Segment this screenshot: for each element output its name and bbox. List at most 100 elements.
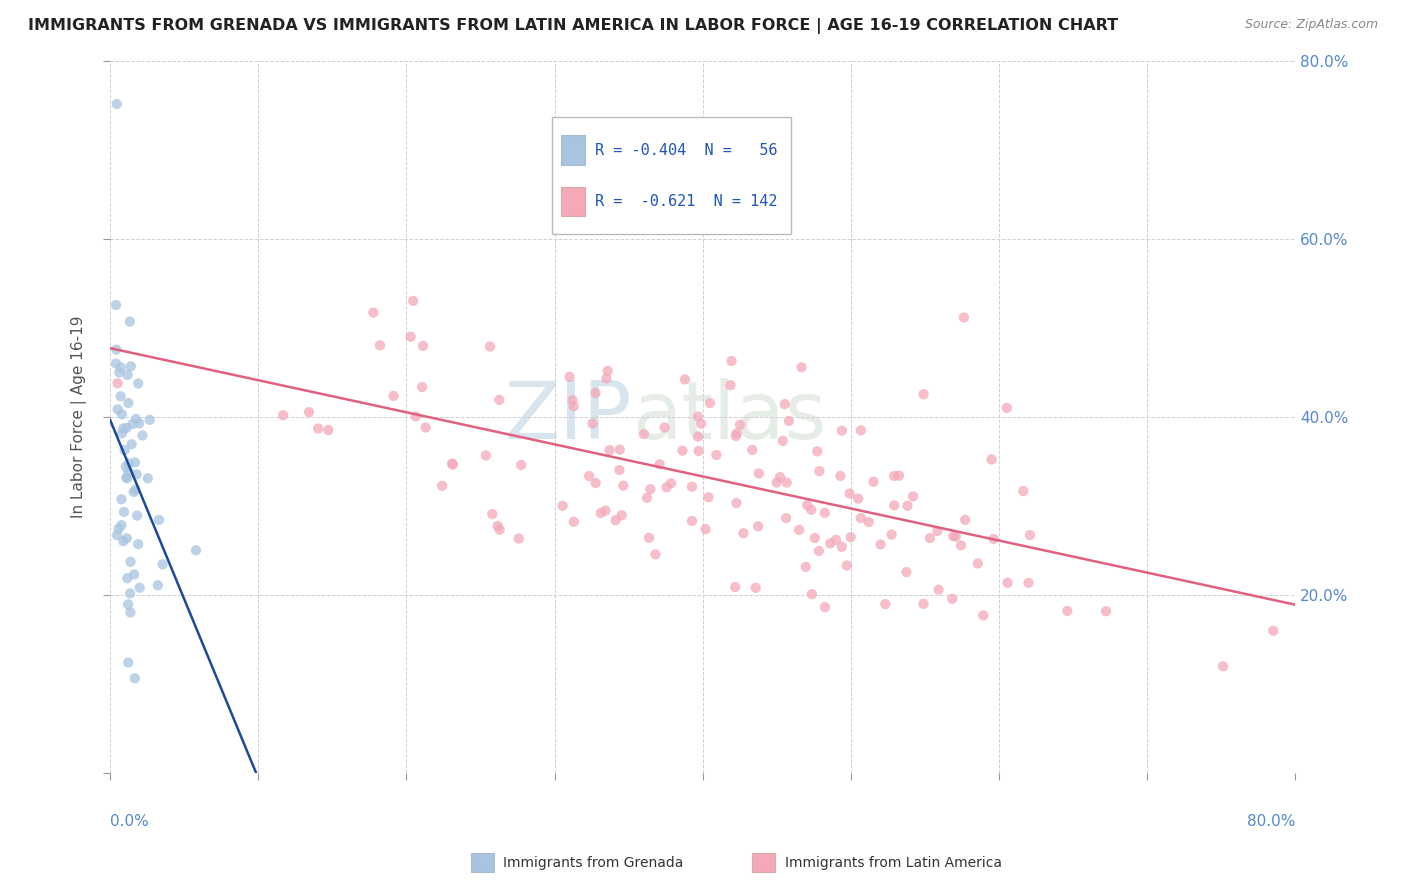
Point bbox=[814, 600, 837, 615]
Point bbox=[720, 378, 742, 392]
Point bbox=[405, 409, 427, 424]
Point bbox=[1012, 483, 1035, 498]
Point bbox=[928, 582, 950, 597]
Point bbox=[415, 420, 437, 434]
Point bbox=[111, 407, 134, 421]
Point bbox=[775, 511, 797, 525]
Point bbox=[773, 397, 796, 411]
Point bbox=[918, 531, 941, 545]
Point bbox=[966, 557, 988, 571]
Point bbox=[800, 587, 823, 601]
Point bbox=[117, 396, 139, 410]
Point bbox=[806, 444, 828, 458]
Point bbox=[765, 475, 787, 490]
Point bbox=[849, 511, 872, 525]
Point bbox=[368, 338, 391, 352]
Point bbox=[585, 386, 607, 401]
Point bbox=[107, 402, 129, 417]
Point bbox=[659, 476, 682, 491]
Text: R = -0.404  N =   56: R = -0.404 N = 56 bbox=[595, 143, 778, 158]
Point bbox=[912, 597, 935, 611]
Point bbox=[862, 475, 884, 489]
Point bbox=[105, 357, 128, 371]
Point bbox=[114, 443, 136, 458]
Point bbox=[112, 505, 135, 519]
Point bbox=[983, 532, 1005, 546]
Point bbox=[901, 490, 924, 504]
Point bbox=[122, 567, 145, 582]
Point bbox=[787, 523, 810, 537]
Point bbox=[686, 429, 709, 443]
Point bbox=[883, 469, 905, 483]
Point bbox=[912, 387, 935, 401]
Point bbox=[796, 498, 818, 512]
Point bbox=[562, 399, 585, 413]
Point bbox=[695, 522, 717, 536]
Point bbox=[551, 499, 574, 513]
Point bbox=[595, 503, 617, 517]
Point bbox=[728, 417, 751, 432]
Point bbox=[673, 372, 696, 386]
Point bbox=[131, 428, 153, 442]
Point bbox=[807, 544, 830, 558]
Point bbox=[581, 417, 603, 431]
Point bbox=[688, 444, 710, 458]
Point bbox=[1019, 528, 1042, 542]
Point bbox=[831, 424, 853, 438]
Point bbox=[945, 529, 967, 543]
Point bbox=[307, 421, 329, 435]
Point bbox=[1263, 624, 1285, 638]
Point bbox=[599, 443, 621, 458]
Point bbox=[120, 359, 142, 374]
Point bbox=[105, 298, 128, 312]
Point bbox=[610, 508, 633, 523]
Point bbox=[612, 478, 634, 492]
Text: Immigrants from Grenada: Immigrants from Grenada bbox=[503, 855, 683, 870]
Point bbox=[825, 533, 848, 547]
Point bbox=[184, 543, 207, 558]
Point bbox=[117, 464, 139, 478]
Point bbox=[589, 506, 612, 520]
Point bbox=[1056, 604, 1078, 618]
Point bbox=[869, 537, 891, 551]
Point bbox=[127, 537, 149, 551]
Point bbox=[883, 499, 905, 513]
Point bbox=[839, 530, 862, 544]
Point bbox=[831, 540, 853, 554]
Point bbox=[875, 597, 897, 611]
Point bbox=[690, 417, 713, 431]
Point bbox=[778, 414, 800, 428]
Point bbox=[318, 423, 340, 437]
Point bbox=[122, 484, 145, 499]
Point bbox=[562, 515, 585, 529]
Point bbox=[402, 293, 425, 308]
Point bbox=[654, 420, 676, 434]
Point bbox=[790, 360, 813, 375]
Point bbox=[748, 467, 770, 481]
Point bbox=[880, 527, 903, 541]
Point bbox=[800, 502, 823, 516]
Point bbox=[120, 555, 142, 569]
Point bbox=[107, 376, 129, 391]
Text: IMMIGRANTS FROM GRENADA VS IMMIGRANTS FROM LATIN AMERICA IN LABOR FORCE | AGE 16: IMMIGRANTS FROM GRENADA VS IMMIGRANTS FR… bbox=[28, 18, 1118, 34]
Point bbox=[980, 452, 1002, 467]
Point bbox=[124, 483, 146, 497]
Point bbox=[412, 339, 434, 353]
Point bbox=[953, 310, 976, 325]
Point bbox=[596, 364, 619, 378]
Point bbox=[108, 366, 131, 380]
Point bbox=[794, 559, 817, 574]
Point bbox=[117, 597, 139, 611]
Point bbox=[640, 482, 662, 496]
Point bbox=[117, 471, 139, 485]
Point bbox=[814, 506, 837, 520]
Point bbox=[838, 486, 860, 500]
Point bbox=[488, 392, 510, 407]
Point bbox=[125, 467, 148, 482]
Point bbox=[858, 515, 880, 529]
Point bbox=[578, 469, 600, 483]
Point bbox=[725, 426, 748, 441]
Text: R =  -0.621  N = 142: R = -0.621 N = 142 bbox=[595, 194, 778, 209]
Point bbox=[769, 470, 792, 484]
Point bbox=[561, 393, 583, 408]
